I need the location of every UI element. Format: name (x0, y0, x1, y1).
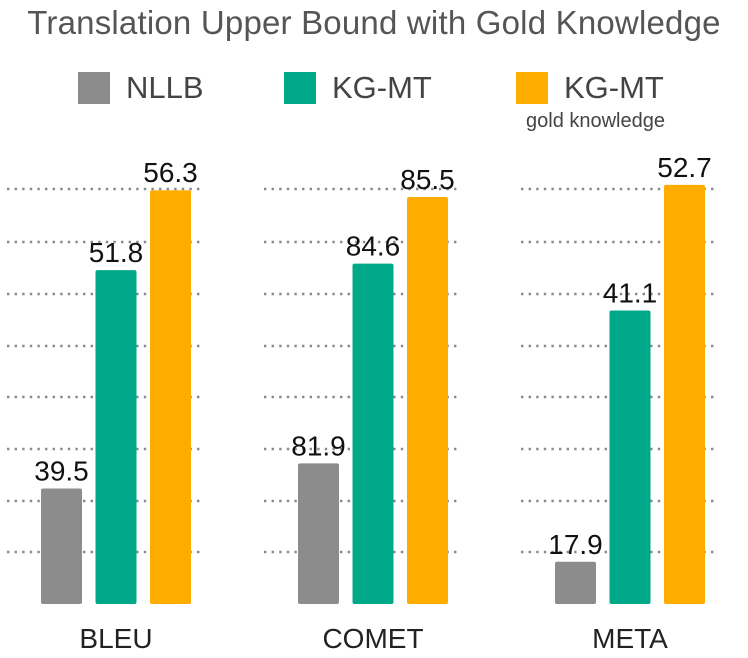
data-label-comet-nllb: 81.9 (291, 430, 346, 461)
data-label-bleu-kgmt-gold: 56.3 (143, 157, 198, 188)
data-label-meta-nllb: 17.9 (548, 529, 603, 560)
legend-swatch-nllb (78, 72, 110, 104)
bar-bleu-kgmt (95, 270, 137, 604)
data-label-meta-kgmt-gold: 52.7 (657, 152, 712, 183)
data-label-bleu-nllb: 39.5 (34, 456, 89, 487)
legend-label-kgmt: KG-MT (332, 70, 432, 105)
chart-title: Translation Upper Bound with Gold Knowle… (27, 4, 721, 41)
bar-bleu-nllb (41, 488, 82, 604)
category-label-meta: META (592, 623, 668, 654)
data-label-meta-kgmt: 41.1 (603, 278, 658, 309)
bar-meta-nllb (555, 561, 596, 604)
bar-bleu-kgmt-gold (150, 190, 191, 604)
bar-comet-kgmt-gold (407, 197, 448, 604)
category-label-bleu: BLEU (79, 623, 152, 654)
data-label-bleu-kgmt: 51.8 (89, 237, 144, 268)
legend-sublabel-gold-knowledge: gold knowledge (526, 110, 665, 132)
legend-label-kgmt-gold: KG-MT (564, 70, 664, 105)
data-label-comet-kgmt-gold: 85.5 (400, 164, 455, 195)
bar-meta-kgmt (609, 310, 651, 604)
bar-comet-nllb (298, 463, 339, 604)
legend-label-nllb: NLLB (126, 70, 204, 105)
bar-comet-kgmt (352, 263, 394, 604)
bar-meta-kgmt-gold (664, 184, 705, 604)
data-label-comet-kgmt: 84.6 (346, 231, 401, 262)
legend-swatch-kgmt (284, 72, 316, 104)
category-label-comet: COMET (322, 623, 423, 654)
legend-swatch-kgmt-gold (516, 72, 548, 104)
